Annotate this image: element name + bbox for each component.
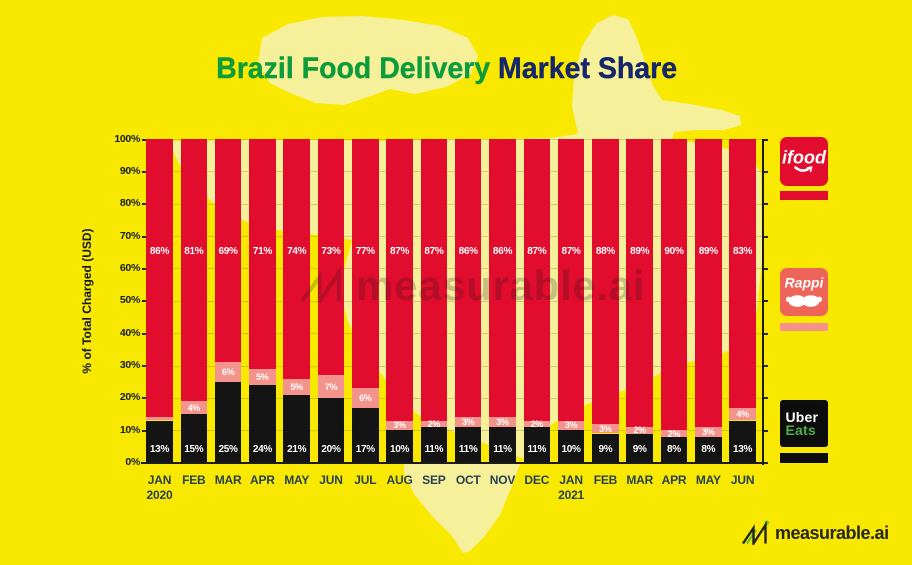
svg-text:Rappi: Rappi [784, 275, 824, 291]
svg-text:ifood: ifood [782, 148, 827, 168]
